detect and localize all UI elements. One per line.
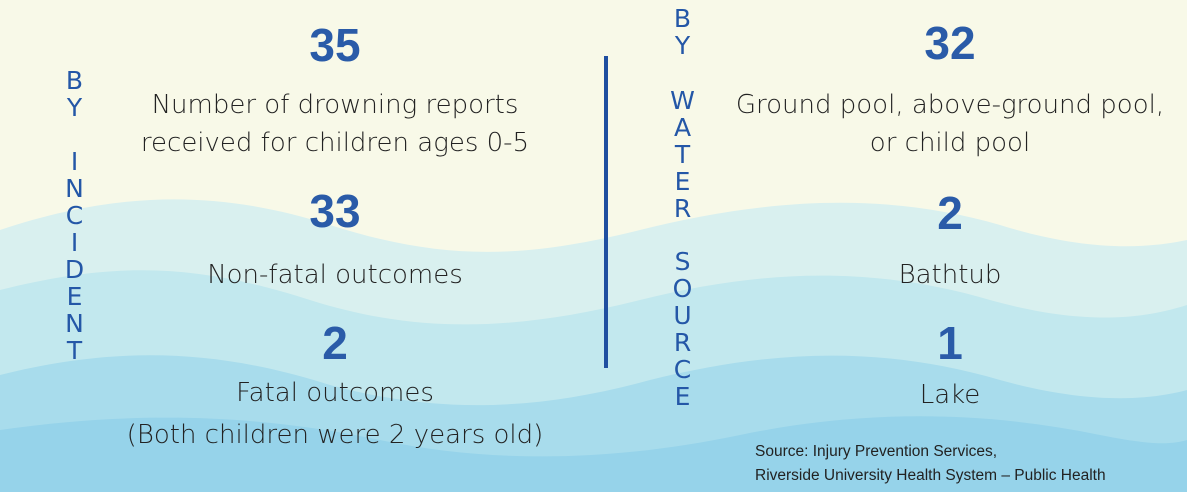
stat-label: or child pool — [700, 126, 1187, 160]
stat-number: 2 — [750, 188, 1150, 238]
section-heading: BY — [62, 66, 87, 120]
stat-number: 1 — [750, 318, 1150, 368]
stat-label: received for children ages 0-5 — [85, 126, 585, 160]
stat-number: 33 — [135, 186, 535, 236]
source-note: Source: Injury Prevention Services, — [755, 442, 997, 462]
stat-label: Non-fatal outcomes — [85, 258, 585, 292]
source-note: Riverside University Health System – Pub… — [755, 466, 1106, 486]
infographic: BY INCIDENT BY WATER SOURCE 35 Number of… — [0, 0, 1187, 492]
section-heading: SOURCE — [670, 247, 695, 409]
stat-label: Ground pool, above-ground pool, — [700, 88, 1187, 122]
section-heading: INCIDENT — [62, 147, 87, 363]
stat-label: Number of drowning reports — [85, 88, 585, 122]
stat-label: Fatal outcomes — [85, 376, 585, 410]
stat-label: Lake — [700, 378, 1187, 412]
section-heading: BY — [670, 4, 695, 58]
stat-number: 2 — [135, 318, 535, 368]
stat-number: 35 — [135, 20, 535, 70]
stat-label: (Both children were 2 years old) — [85, 418, 585, 452]
stat-number: 32 — [750, 18, 1150, 68]
stat-label: Bathtub — [700, 258, 1187, 292]
section-heading: WATER — [670, 86, 695, 221]
